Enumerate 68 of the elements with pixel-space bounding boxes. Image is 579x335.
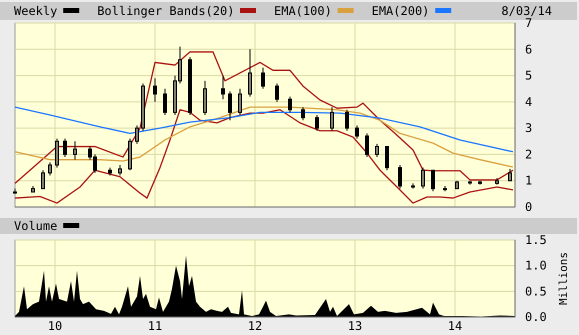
candlestick xyxy=(108,167,112,176)
legend-label: Volume xyxy=(14,219,58,233)
y-tick-label: 3 xyxy=(525,121,532,136)
x-tick-label: 13 xyxy=(348,319,362,333)
candlestick xyxy=(221,75,225,100)
candlestick xyxy=(508,168,512,182)
candlestick xyxy=(330,106,334,132)
candlestick xyxy=(315,114,319,132)
candlestick xyxy=(248,48,252,98)
y-tick-label: 1 xyxy=(525,174,532,188)
y-tick-label: 1.5 xyxy=(525,233,547,247)
candlestick xyxy=(55,138,59,168)
candlestick xyxy=(421,167,425,190)
y-tick-label: 0 xyxy=(525,200,532,214)
legend-label: Weekly xyxy=(14,4,58,18)
candlestick xyxy=(188,56,192,116)
y-axis-title: Millions xyxy=(557,252,570,305)
candlestick xyxy=(135,125,139,144)
candlestick xyxy=(288,96,292,113)
candlestick xyxy=(41,170,45,190)
line-series xyxy=(14,51,514,184)
candlestick xyxy=(495,178,499,186)
candlestick xyxy=(301,106,305,121)
candlestick xyxy=(411,182,415,190)
y-tick-label: 1.0 xyxy=(525,258,547,273)
x-tick-label: 11 xyxy=(148,319,162,333)
candlestick xyxy=(398,164,402,190)
x-tick-label: 12 xyxy=(248,319,262,333)
y-tick-label: 0.5 xyxy=(525,284,547,298)
y-tick-label: 6 xyxy=(525,42,532,56)
candlestick xyxy=(118,164,122,176)
candlestick xyxy=(48,162,52,176)
candlestick xyxy=(238,88,242,116)
candlestick xyxy=(455,180,459,190)
candlestick xyxy=(141,82,145,132)
candlestick xyxy=(228,90,232,121)
line-series xyxy=(14,106,514,152)
candlestick xyxy=(261,67,265,90)
y-tick-label: 7 xyxy=(525,16,532,30)
x-tick-label: 10 xyxy=(48,319,62,333)
y-tick-label: 2 xyxy=(525,147,532,162)
y-tick-label: 0.0 xyxy=(525,310,547,324)
candlestick xyxy=(365,132,369,158)
candlestick xyxy=(468,180,472,186)
line-series xyxy=(14,109,514,204)
candlestick xyxy=(478,180,482,186)
candlestick xyxy=(128,138,132,171)
candlestick xyxy=(163,88,167,116)
candlestick xyxy=(63,138,67,158)
candlestick xyxy=(385,146,389,171)
legend-label: Bollinger Bands(20) xyxy=(97,4,234,18)
y-tick-label: 4 xyxy=(525,94,532,109)
candlestick xyxy=(73,140,77,160)
x-tick-label: 14 xyxy=(448,319,462,333)
candlestick xyxy=(31,185,35,194)
text: 8/03/14 xyxy=(501,4,552,18)
candlestick xyxy=(153,78,157,102)
candlestick xyxy=(355,125,359,140)
legend-label: EMA(200) xyxy=(372,4,430,18)
candlestick xyxy=(431,170,435,192)
candlestick xyxy=(443,185,447,192)
y-tick-label: 5 xyxy=(525,68,532,83)
candlestick xyxy=(203,80,207,116)
candlestick xyxy=(345,109,349,132)
legend-label: EMA(100) xyxy=(274,4,332,18)
candlestick xyxy=(375,143,379,158)
line-series xyxy=(14,106,514,168)
candlestick xyxy=(275,82,279,102)
